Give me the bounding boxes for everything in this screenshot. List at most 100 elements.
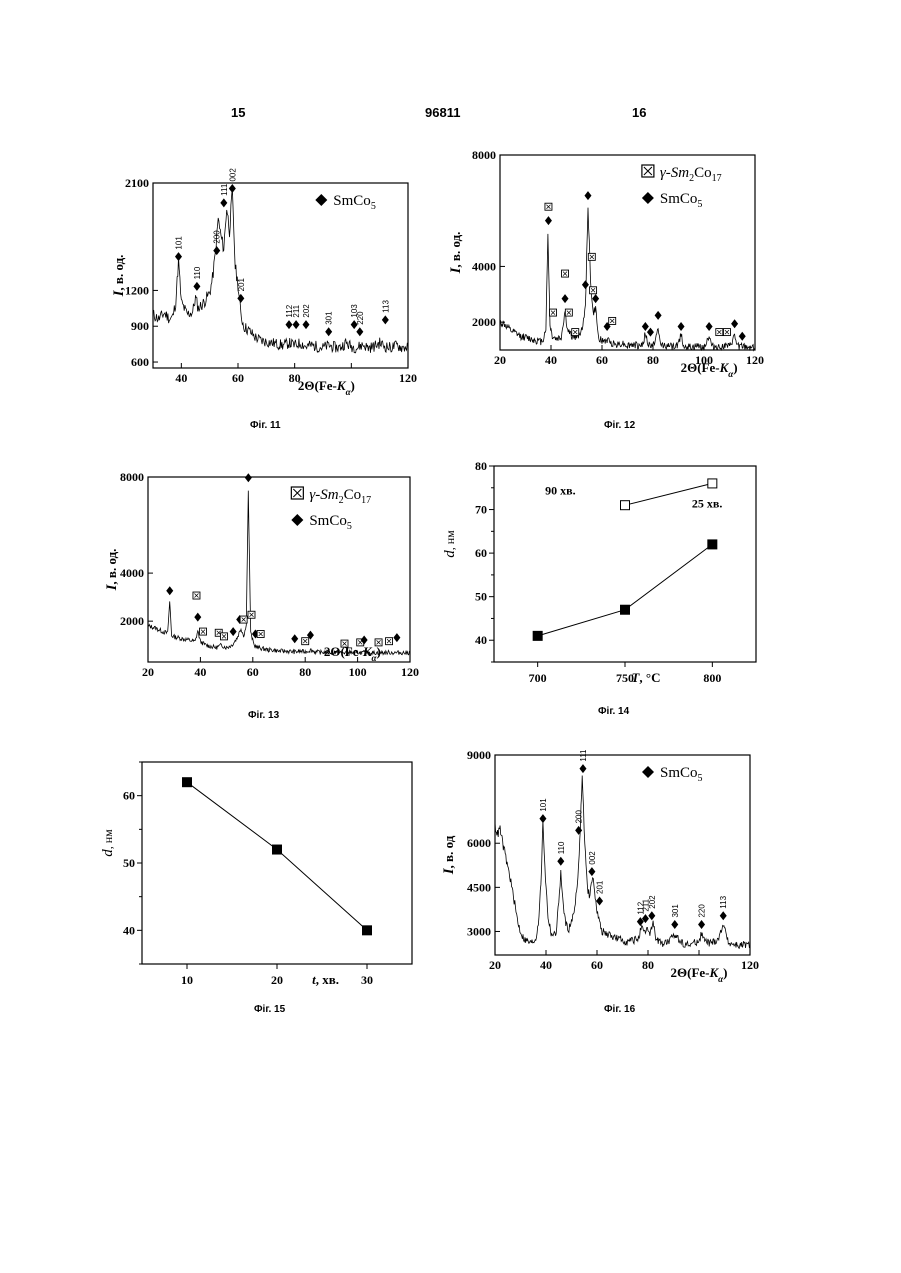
peak-label-211: 211 [292, 304, 301, 317]
annotation-0: 90 хв. [545, 483, 575, 497]
peak-marker-diamond-0 [175, 252, 182, 261]
figure-11-caption: Фіг. 11 [250, 420, 281, 431]
peak-label-110: 110 [557, 841, 566, 854]
peak-marker-box-10 [590, 287, 597, 294]
y-tick-label-3: 70 [475, 503, 487, 517]
series-line-1 [538, 544, 713, 636]
y-tick-label-0: 2000 [120, 614, 144, 628]
figure-13-xrd-chart: 20004000800020406080100120I, в. од.2Θ(Fe… [100, 462, 430, 702]
peak-marker-diamond-16 [655, 311, 662, 320]
peak-marker-box-14 [302, 638, 309, 645]
figure-14-caption: Фіг. 14 [598, 706, 629, 717]
peak-marker-diamond-15 [647, 328, 654, 337]
peak-marker-box-6 [572, 329, 579, 336]
peak-label-101: 101 [175, 236, 184, 250]
x-tick-label-2: 30 [361, 973, 373, 987]
diffraction-trace [153, 188, 408, 353]
peak-marker-diamond-8 [584, 191, 591, 200]
x-tick-label-2: 60 [591, 958, 603, 972]
legend-label-0: SmCo5 [333, 193, 376, 212]
peak-marker-diamond-6 [230, 627, 237, 636]
y-tick-label-0: 2000 [472, 315, 496, 329]
annotation-1: 25 хв. [692, 496, 722, 510]
x-axis-label: 2Θ(Fe-Kα) [324, 644, 381, 663]
figure-13-caption: Фіг. 13 [248, 710, 279, 721]
y-tick-label-2: 8000 [472, 148, 496, 162]
x-axis-label: 2Θ(Fe-Kα) [298, 378, 355, 397]
peak-marker-diamond-0 [539, 814, 546, 823]
x-tick-label-0: 40 [175, 371, 187, 385]
peak-marker-box-9 [588, 253, 595, 260]
peak-label-002: 002 [588, 851, 597, 865]
data-point-0-0 [183, 778, 192, 787]
x-tick-label-0: 10 [181, 973, 193, 987]
peak-marker-diamond-7 [293, 320, 300, 329]
y-axis-label: d, нм [100, 829, 116, 857]
peak-label-113: 113 [381, 300, 390, 313]
peak-marker-box-5 [565, 309, 572, 316]
x-tick-label-1: 40 [194, 665, 206, 679]
legend-label-0: γ-Sm2Co17 [309, 487, 371, 506]
peak-marker-diamond-1 [193, 282, 200, 291]
x-tick-label-0: 20 [142, 665, 154, 679]
peak-marker-diamond-13 [291, 634, 298, 643]
y-tick-label-2: 8000 [120, 470, 144, 484]
legend-marker-sm2co17 [291, 487, 303, 499]
series-line-0 [187, 782, 367, 930]
peak-marker-diamond-6 [286, 320, 293, 329]
y-tick-label-1: 4000 [120, 566, 144, 580]
peak-marker-box-10 [248, 611, 255, 618]
figure-16-xrd-chart: 3000450060009000204060801201011102001110… [440, 740, 770, 1002]
x-tick-label-3: 80 [299, 665, 311, 679]
peak-marker-box-19 [716, 329, 723, 336]
legend-marker-sm2co17 [642, 165, 654, 177]
y-axis-label: I, в. од. [448, 232, 464, 275]
peak-label-200: 200 [213, 230, 222, 244]
peak-label-301: 301 [671, 904, 680, 918]
y-axis-label: I, в. од. [111, 255, 127, 298]
peak-marker-diamond-2 [194, 613, 201, 622]
x-axis-label: t, хв. [312, 972, 339, 987]
x-tick-label-4: 100 [349, 665, 367, 679]
y-tick-label-1: 50 [123, 856, 135, 870]
x-axis-label: 2Θ(Fe-Kα) [671, 965, 728, 984]
legend-label-1: SmCo5 [309, 513, 352, 532]
x-axis-label: T, °C [631, 670, 660, 685]
x-tick-label-1: 60 [232, 371, 244, 385]
x-tick-label-0: 700 [529, 671, 547, 685]
y-axis-label: d, нм [442, 530, 458, 558]
peak-label-220: 220 [698, 904, 707, 918]
y-tick-label-1: 4500 [467, 880, 491, 894]
y-tick-label-0: 3000 [467, 924, 491, 938]
peak-marker-box-12 [257, 630, 264, 637]
y-tick-label-0: 40 [123, 923, 135, 937]
peak-marker-diamond-22 [739, 332, 746, 341]
peak-marker-diamond-11 [356, 327, 363, 336]
figure-12-xrd-chart: 20004000800020406080100120I, в. од.2Θ(Fe… [440, 140, 780, 405]
x-tick-label-1: 20 [271, 973, 283, 987]
data-point-0-1 [273, 845, 282, 854]
peak-label-113: 113 [719, 895, 728, 908]
legend-label-1: SmCo5 [660, 191, 703, 210]
y-tick-label-1: 4000 [472, 259, 496, 273]
peak-marker-diamond-9 [671, 920, 678, 929]
y-tick-label-2: 1200 [125, 283, 149, 297]
peak-label-111: 111 [579, 749, 588, 762]
peak-marker-diamond-7 [582, 280, 589, 289]
peak-label-301: 301 [325, 311, 334, 325]
y-tick-label-2: 60 [123, 789, 135, 803]
peak-marker-diamond-9 [325, 327, 332, 336]
peak-label-202: 202 [302, 304, 311, 318]
x-tick-label-5: 120 [746, 353, 764, 367]
legend-marker-smco5 [315, 194, 327, 206]
legend-label-0: γ-Sm2Co17 [660, 165, 722, 184]
peak-label-002: 002 [228, 168, 237, 182]
peak-marker-diamond-11 [720, 911, 727, 920]
peak-marker-diamond-10 [698, 920, 705, 929]
legend-label-0: SmCo5 [660, 765, 703, 784]
peak-label-220: 220 [356, 311, 365, 325]
x-tick-label-5: 120 [401, 665, 419, 679]
x-tick-label-2: 60 [247, 665, 259, 679]
y-tick-label-3: 9000 [467, 748, 491, 762]
x-tick-label-1: 40 [540, 958, 552, 972]
